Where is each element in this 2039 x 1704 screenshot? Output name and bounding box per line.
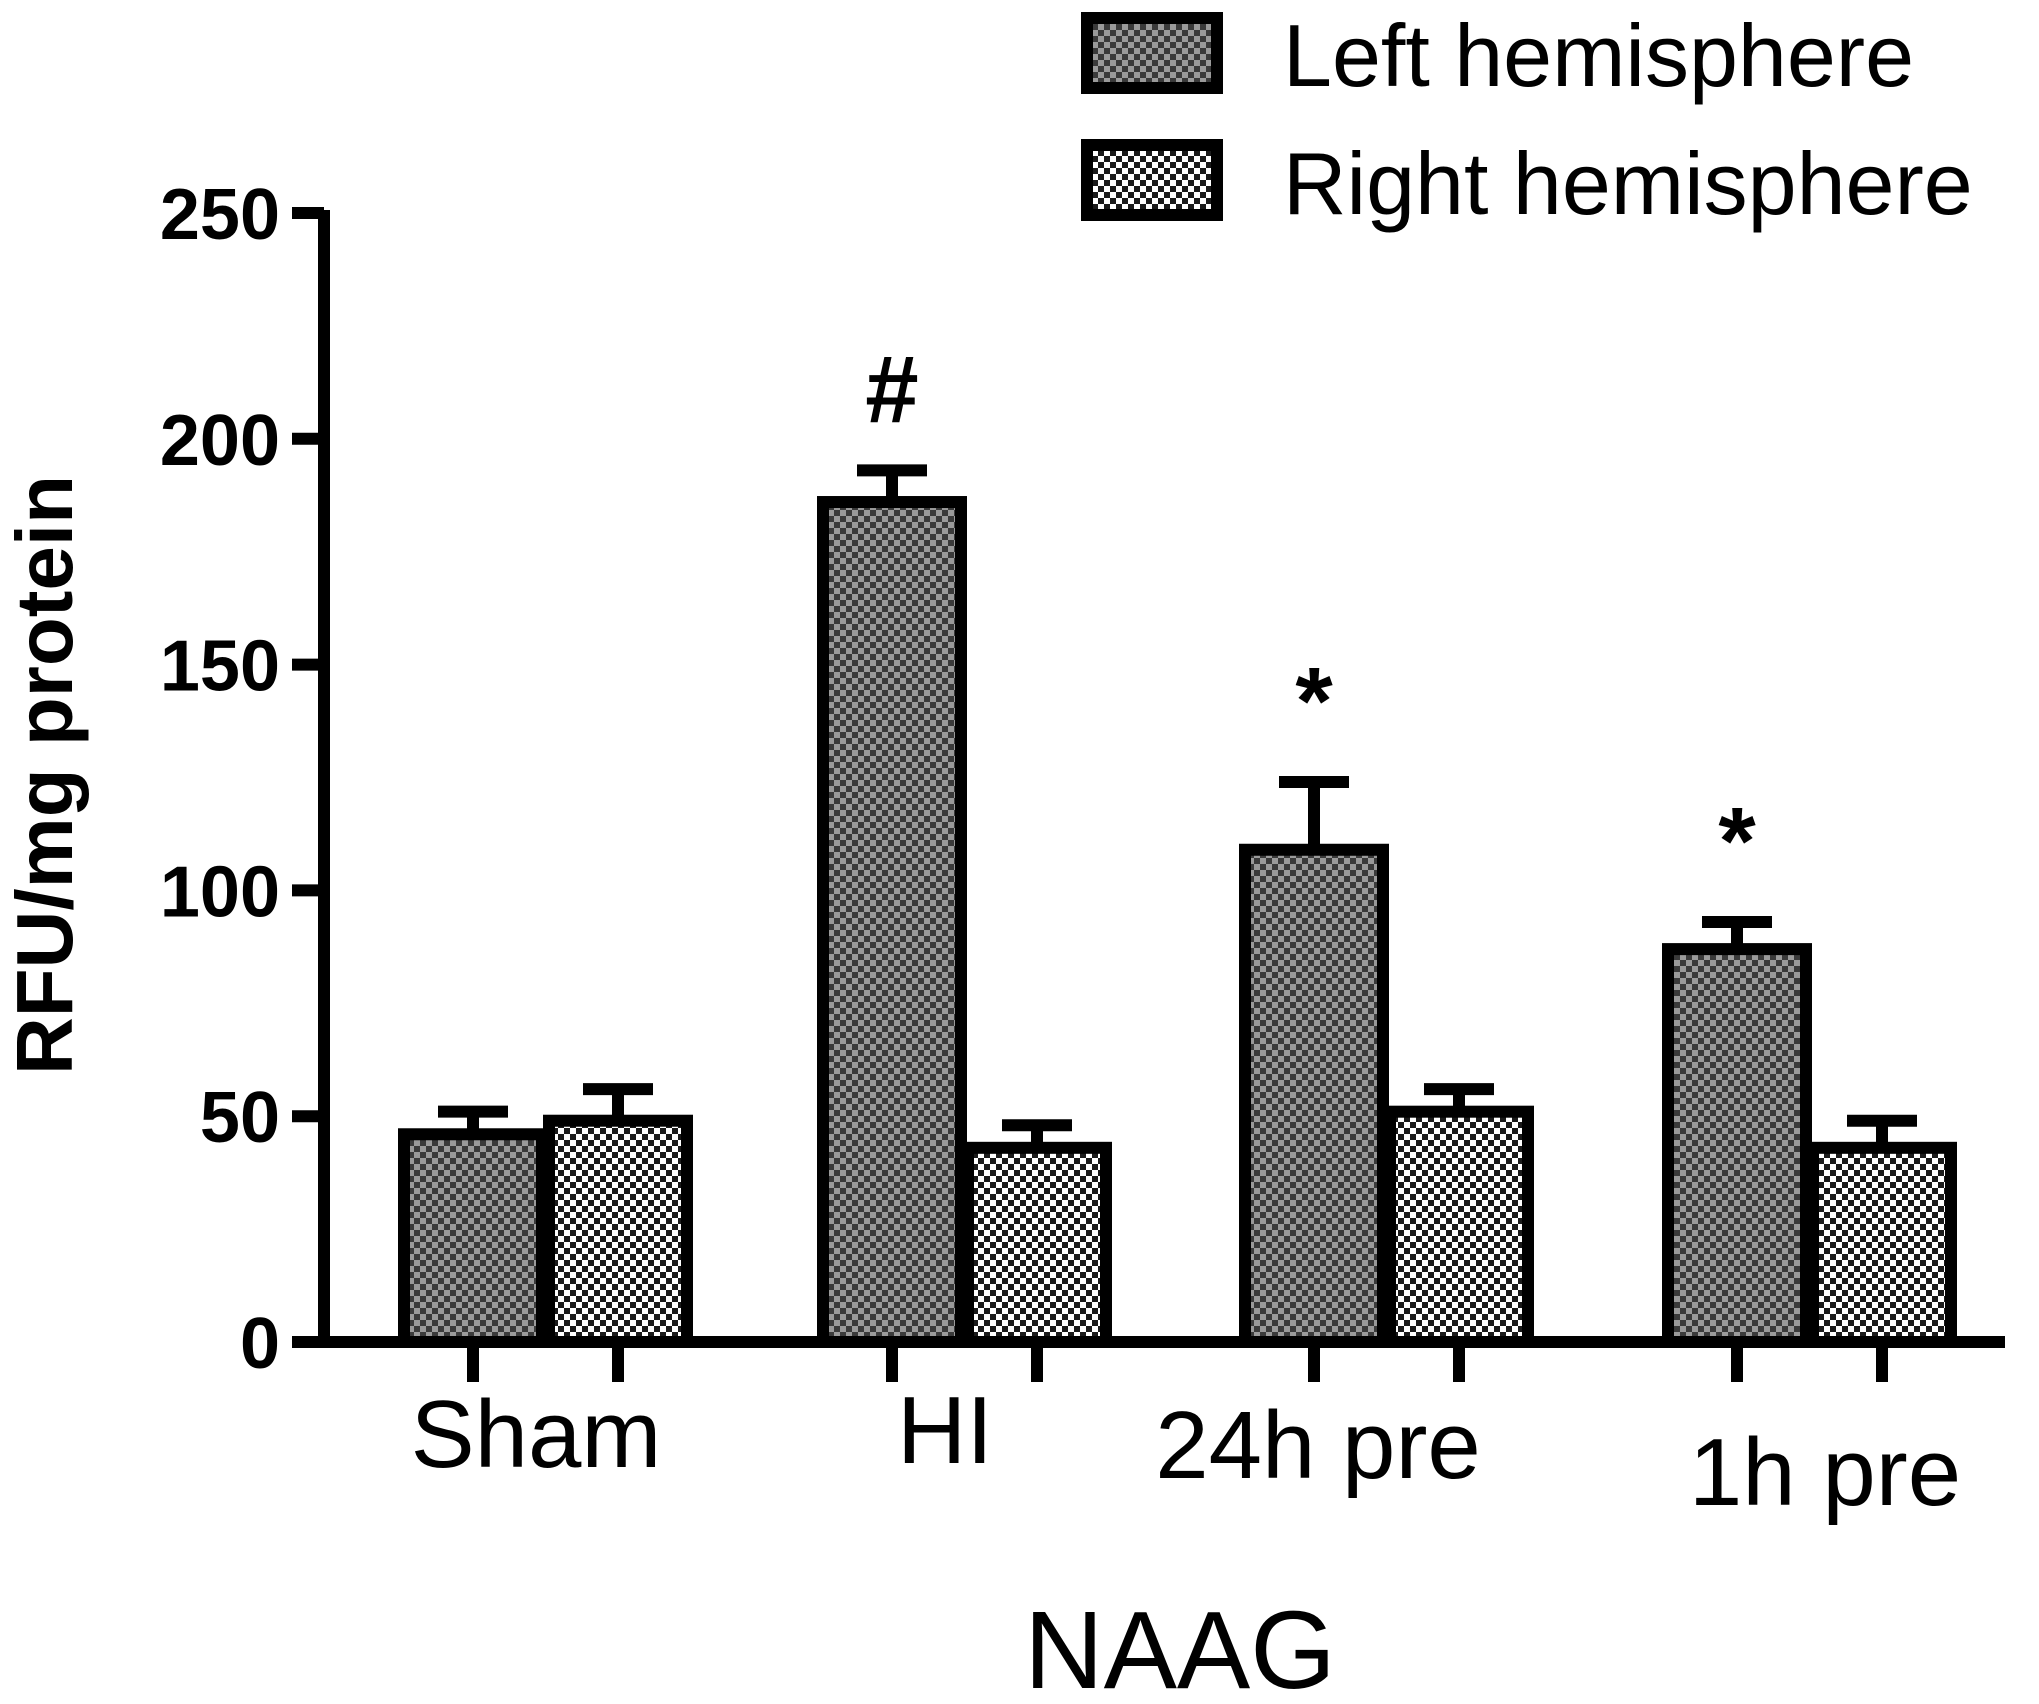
bar-left-hemisphere-sham — [398, 1128, 548, 1349]
category-label-sham: Sham — [411, 1381, 662, 1488]
legend-swatch-right-hemisphere — [1081, 139, 1223, 221]
plot-area: 0 50 100 150 200 250 Sham HI 24h pre 1h pre # * * — [160, 175, 2005, 1526]
y-tick-label-0: 0 — [240, 1304, 280, 1384]
annotation-24h-pre: * — [1295, 648, 1333, 755]
category-label-24h-pre: 24h pre — [1155, 1392, 1481, 1499]
bar-right-hemisphere-hi — [962, 1141, 1112, 1349]
bar-right-hemisphere-24h-pre — [1384, 1105, 1534, 1348]
bar-left-hemisphere-hi — [817, 496, 967, 1348]
annotation-1h-pre: * — [1718, 788, 1756, 895]
legend-swatch-left-hemisphere — [1081, 12, 1223, 94]
y-tick-label-200: 200 — [160, 401, 280, 481]
legend-label-left-hemisphere: Left hemisphere — [1283, 6, 1914, 105]
category-label-1h-pre: 1h pre — [1689, 1419, 1961, 1526]
y-tick-label-150: 150 — [160, 627, 280, 707]
legend: Left hemisphere Right hemisphere — [1081, 6, 1973, 233]
y-axis-title: RFU/mg protein — [0, 475, 89, 1075]
category-label-hi: HI — [897, 1377, 993, 1484]
bar-left-hemisphere-24h-pre — [1239, 843, 1389, 1348]
bar-right-hemisphere-1h-pre — [1807, 1141, 1957, 1349]
annotation-hi: # — [865, 336, 918, 443]
x-axis-title: NAAG — [1024, 1589, 1336, 1704]
y-tick-label-50: 50 — [200, 1078, 280, 1158]
bar-left-hemisphere-1h-pre — [1662, 943, 1812, 1348]
y-tick-label-250: 250 — [160, 175, 280, 255]
y-tick-label-100: 100 — [160, 852, 280, 932]
bar-right-hemisphere-sham — [543, 1114, 693, 1348]
legend-label-right-hemisphere: Right hemisphere — [1283, 134, 1973, 233]
